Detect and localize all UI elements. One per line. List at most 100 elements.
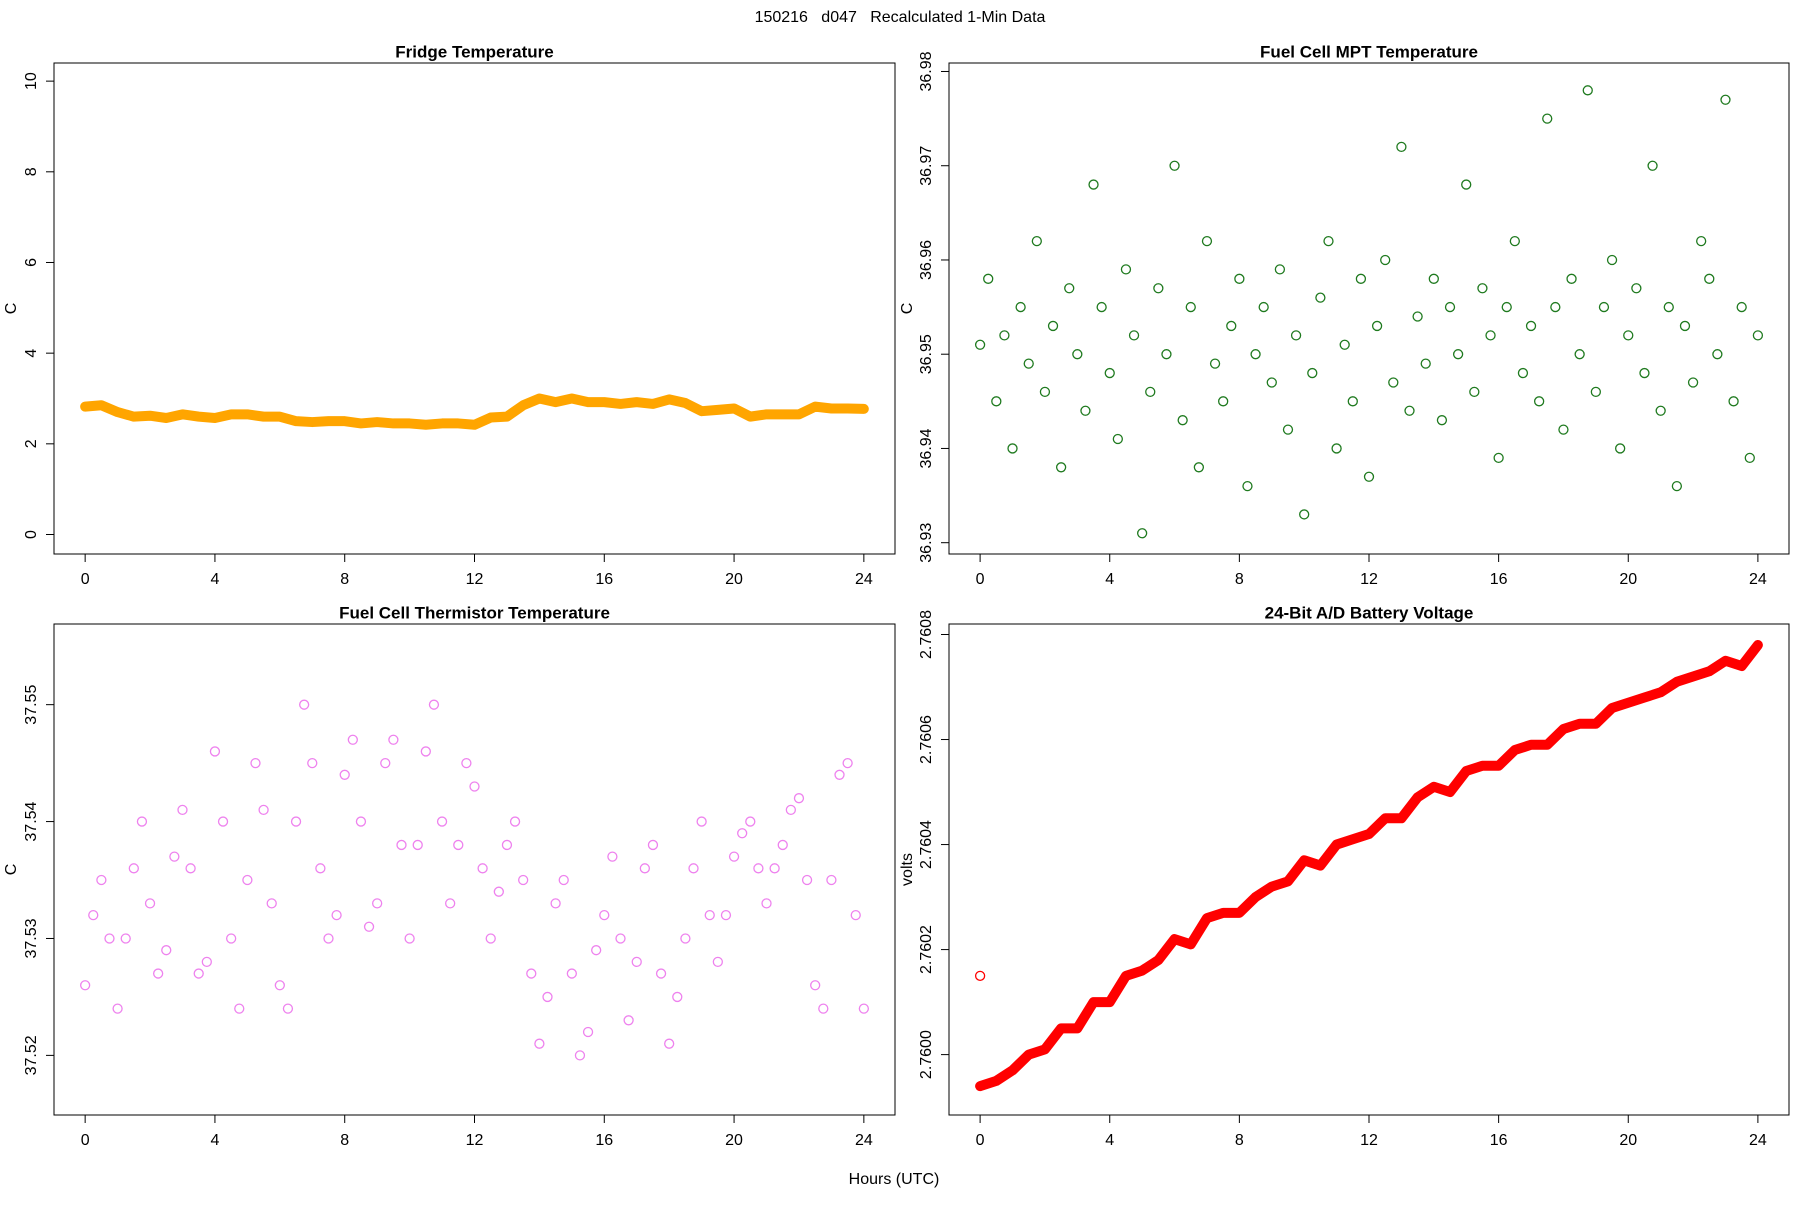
data-point xyxy=(509,816,521,827)
plot-frame xyxy=(53,623,896,1116)
data-point xyxy=(307,757,318,769)
data-point xyxy=(737,828,748,839)
y-tick-label: 37.55 xyxy=(23,685,40,725)
data-point xyxy=(453,839,464,851)
data-point xyxy=(104,933,115,944)
data-point xyxy=(850,909,861,921)
y-tick-label: 37.52 xyxy=(23,1035,40,1075)
data-point xyxy=(810,980,821,991)
panel-title: Fuel Cell MPT Temperature xyxy=(1260,42,1478,61)
data-point xyxy=(1687,377,1699,388)
panel: 24-Bit A/D Battery Voltage volts 0 4 8 12 16 20… xyxy=(899,603,1790,1149)
x-tick-label: 0 xyxy=(81,571,90,588)
data-point xyxy=(518,874,529,886)
x-tick-label: 12 xyxy=(1360,1132,1378,1149)
data-point xyxy=(1015,301,1026,313)
data-point xyxy=(1461,179,1472,190)
data-point xyxy=(842,757,853,769)
data-point xyxy=(169,851,180,862)
data-point xyxy=(542,991,553,1003)
outlier-point xyxy=(974,970,986,981)
data-point xyxy=(363,921,375,932)
x-axis-label: Hours (UTC) xyxy=(849,1171,940,1188)
data-point xyxy=(1485,330,1496,341)
data-point xyxy=(1404,405,1415,416)
data-point xyxy=(493,886,504,897)
data-point xyxy=(591,945,602,956)
y-tick-label: 4 xyxy=(23,349,40,358)
data-point xyxy=(501,839,513,851)
data-point xyxy=(753,863,764,874)
data-point xyxy=(1266,377,1277,388)
data-point xyxy=(436,816,448,827)
data-point xyxy=(1525,320,1537,332)
data-point xyxy=(785,804,796,816)
data-point xyxy=(1501,301,1512,313)
x-tick-label: 16 xyxy=(1490,1132,1508,1149)
x-tick-label: 20 xyxy=(1619,1132,1637,1149)
data-point xyxy=(485,933,496,944)
panel: Fuel Cell Thermistor Temperature C 0 4 8 12 16… xyxy=(3,603,896,1149)
data-point xyxy=(1712,349,1723,360)
data-point xyxy=(1606,254,1618,266)
y-tick-label: 2.7600 xyxy=(918,1030,935,1079)
data-point xyxy=(1169,160,1180,171)
data-point xyxy=(834,769,845,780)
data-point xyxy=(1696,235,1707,247)
plot-area xyxy=(79,699,870,1061)
y-tick-label: 36.94 xyxy=(918,428,935,468)
data-point xyxy=(339,769,350,780)
data-point xyxy=(1307,367,1318,379)
data-point xyxy=(1533,396,1545,407)
data-point xyxy=(201,956,212,968)
data-point xyxy=(161,945,172,956)
data-point xyxy=(1201,235,1213,247)
data-point xyxy=(999,330,1010,341)
data-point xyxy=(793,793,805,804)
plot-frame xyxy=(948,623,1790,1116)
data-point xyxy=(1047,320,1059,332)
panel-title: Fuel Cell Thermistor Temperature xyxy=(339,603,610,622)
data-point xyxy=(1274,264,1286,275)
data-point xyxy=(331,909,342,921)
data-point xyxy=(1566,273,1577,284)
data-point xyxy=(420,746,431,757)
y-tick-label: 36.97 xyxy=(918,146,935,186)
data-point xyxy=(1728,396,1739,407)
data-point xyxy=(1209,358,1221,369)
x-tick-label: 24 xyxy=(1749,571,1767,588)
data-point xyxy=(250,757,261,769)
data-point xyxy=(1469,386,1480,398)
data-point xyxy=(704,909,715,921)
data-point xyxy=(1282,424,1294,435)
data-point xyxy=(1736,301,1747,313)
data-point xyxy=(1388,377,1399,388)
x-tick-label: 20 xyxy=(725,1132,743,1149)
data-point xyxy=(388,734,399,745)
data-point xyxy=(1072,349,1083,360)
data-point xyxy=(761,898,772,909)
data-point xyxy=(983,273,994,284)
data-point xyxy=(1444,301,1456,313)
data-point xyxy=(769,863,780,874)
y-tick-label: 36.96 xyxy=(918,240,935,280)
data-point xyxy=(672,991,683,1003)
data-point xyxy=(607,851,618,862)
data-point xyxy=(209,746,221,757)
data-point xyxy=(274,980,285,991)
data-point xyxy=(688,863,699,874)
data-point xyxy=(177,804,188,816)
data-point xyxy=(1623,330,1634,341)
page-title: 150216 d047 Recalculated 1-Min Data xyxy=(755,9,1046,26)
data-point xyxy=(1007,443,1018,454)
data-point xyxy=(1574,349,1585,360)
data-point xyxy=(1242,480,1253,492)
data-point xyxy=(623,1015,634,1026)
data-point xyxy=(647,839,659,851)
x-tick-label: 4 xyxy=(210,1132,219,1149)
data-point xyxy=(1517,367,1529,379)
x-tick-label: 12 xyxy=(466,1132,484,1149)
data-point xyxy=(258,804,269,816)
data-point xyxy=(818,1003,829,1014)
